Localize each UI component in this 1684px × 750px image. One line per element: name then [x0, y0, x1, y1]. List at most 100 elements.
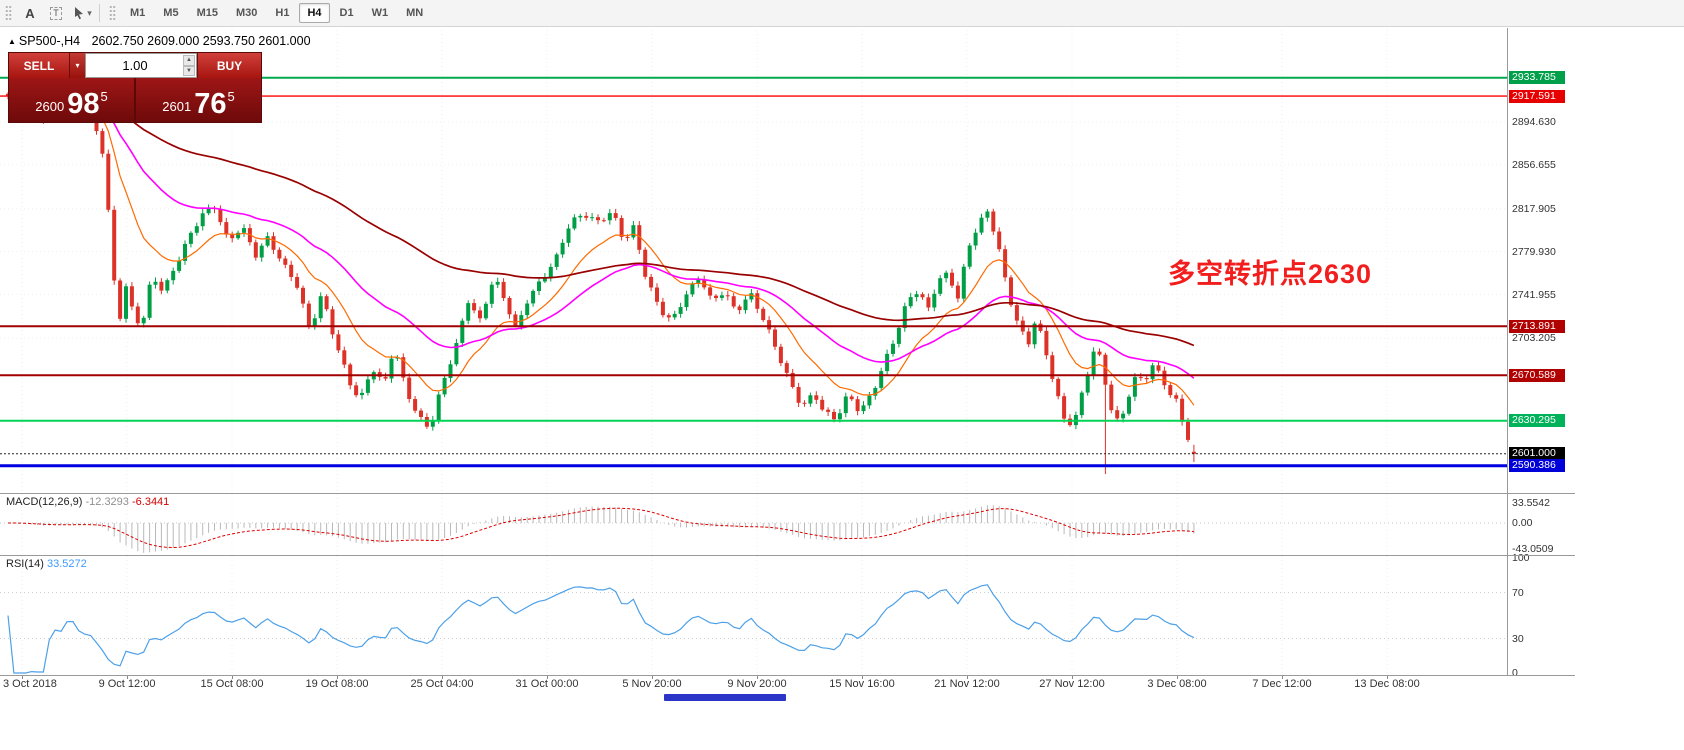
macd-name: MACD(12,26,9)	[6, 496, 83, 508]
macd-axis-tick: 0.00	[1512, 517, 1533, 529]
time-axis-tick	[1177, 675, 1178, 679]
time-axis-tick	[1387, 675, 1388, 679]
ma-fast-line	[7, 95, 1195, 406]
time-axis-tick	[337, 675, 338, 679]
one-click-trade-panel: SELL ▾ ▲ ▼ BUY 2600 98 5	[8, 52, 262, 123]
time-axis-label: 3 Oct 2018	[3, 678, 57, 690]
timeframe-button-h1[interactable]: H1	[275, 7, 290, 19]
chart-symbol-header: ▲ SP500-,H4 2602.750 2609.000 2593.750 26…	[8, 34, 311, 48]
time-axis-tick	[862, 675, 863, 679]
price-level-badge: 2630.295	[1509, 414, 1565, 427]
price-level-badge: 2670.589	[1509, 369, 1565, 382]
timeframe-button-mn[interactable]: MN	[406, 7, 424, 19]
toolbar-drag-handle[interactable]	[5, 5, 12, 21]
cursor-icon	[75, 7, 84, 20]
candlesticks	[6, 92, 1196, 475]
ma-slow-line	[7, 95, 1195, 347]
time-axis-tick	[757, 675, 758, 679]
time-axis-tick	[1282, 675, 1283, 679]
price-level-badge: 2917.591	[1509, 90, 1565, 103]
time-axis-tick	[22, 675, 23, 679]
rsi-chart[interactable]	[0, 556, 1507, 675]
time-axis-tick	[232, 675, 233, 679]
time-axis-label: 19 Oct 08:00	[305, 678, 369, 690]
time-axis-tick	[127, 675, 128, 679]
time-axis-tick	[442, 675, 443, 679]
timeframe-button-h4[interactable]: H4	[299, 3, 330, 23]
rsi-value: 33.5272	[46, 558, 87, 570]
price-axis-tick: 2817.905	[1512, 203, 1556, 215]
time-axis-label: 15 Oct 08:00	[200, 678, 264, 690]
volume-decrease-button[interactable]: ▼	[183, 65, 195, 76]
chevron-down-icon: ▾	[87, 7, 92, 18]
time-axis-label: 9 Oct 12:00	[98, 678, 156, 690]
macd-axis-tick: 33.5542	[1512, 497, 1550, 509]
timeframe-button-m1[interactable]: M1	[130, 7, 146, 19]
time-axis-label: 15 Nov 16:00	[829, 678, 895, 690]
time-axis-label: 3 Dec 08:00	[1147, 678, 1207, 690]
price-level-badge: 2933.785	[1509, 71, 1565, 84]
price-axis-tick: 2779.930	[1512, 246, 1556, 258]
time-axis-separator	[0, 675, 1575, 676]
timeframe-button-m15[interactable]: M15	[196, 7, 218, 19]
price-level-badge: 2713.891	[1509, 320, 1565, 333]
timeframe-drag-handle[interactable]	[109, 5, 116, 21]
ohlc-values: 2602.750 2609.000 2593.750 2601.000	[91, 34, 311, 48]
sell-price-sup: 5	[100, 89, 108, 104]
volume-dropdown-button[interactable]: ▾	[70, 53, 85, 78]
macd-main-value: -12.3293	[85, 496, 129, 508]
rsi-axis-tick: 30	[1512, 633, 1524, 645]
timeframe-button-w1[interactable]: W1	[371, 7, 389, 19]
buy-price-prefix: 2601	[162, 99, 192, 114]
macd-axis-tick: -43.0509	[1512, 543, 1554, 555]
price-axis-tick: 2741.955	[1512, 289, 1556, 301]
macd-chart[interactable]	[0, 494, 1507, 555]
expand-icon[interactable]: ▲	[8, 37, 16, 46]
sell-price-button[interactable]: 2600 98 5	[9, 78, 134, 122]
timeframe-button-m5[interactable]: M5	[163, 7, 179, 19]
label-tool-button[interactable]: A	[18, 2, 42, 24]
time-axis-label: 21 Nov 12:00	[934, 678, 1000, 690]
ma-medium-line	[7, 95, 1195, 379]
price-axis-tick: 2703.205	[1512, 332, 1556, 344]
time-axis-label: 25 Oct 04:00	[410, 678, 474, 690]
pointer-tool-button[interactable]: ▾	[70, 2, 94, 24]
sell-price-big: 98	[67, 88, 100, 120]
text-box-icon: T	[50, 6, 62, 20]
buy-button[interactable]: BUY	[197, 53, 261, 78]
time-axis-tick	[547, 675, 548, 679]
rsi-label: RSI(14) 33.5272	[6, 558, 87, 570]
macd-signal-value: -6.3441	[131, 496, 170, 508]
buy-price-big: 76	[194, 88, 227, 120]
volume-increase-button[interactable]: ▲	[183, 55, 195, 66]
price-level-badge: 2590.386	[1509, 459, 1565, 472]
rsi-axis-tick: 100	[1512, 552, 1530, 564]
price-axis-separator	[1507, 28, 1508, 675]
rsi-panel-separator[interactable]	[0, 555, 1575, 556]
h-scrollbar-thumb[interactable]	[664, 694, 786, 701]
toolbar-separator	[99, 4, 100, 22]
volume-input[interactable]	[86, 54, 196, 77]
macd-label: MACD(12,26,9) -12.3293 -6.3441	[6, 496, 169, 508]
price-axis-tick: 2856.655	[1512, 159, 1556, 171]
toolbar: A T ▾ M1 M5 M15 M30 H1 H4 D1 W1 MN	[0, 0, 1684, 27]
text-label-icon: A	[25, 5, 35, 21]
time-axis-label: 13 Dec 08:00	[1354, 678, 1420, 690]
rsi-name: RSI(14)	[6, 558, 44, 570]
chart-annotation: 多空转折点2630	[1168, 259, 1373, 289]
price-level-badge: 2601.000	[1509, 447, 1565, 460]
buy-price-sup: 5	[227, 89, 235, 104]
timeframe-group: M1 M5 M15 M30 H1 H4 D1 W1 MN	[121, 3, 432, 23]
timeframe-button-d1[interactable]: D1	[339, 7, 354, 19]
rsi-axis-tick: 70	[1512, 587, 1524, 599]
time-axis-tick	[967, 675, 968, 679]
price-axis-tick: 2894.630	[1512, 116, 1556, 128]
buy-price-button[interactable]: 2601 76 5	[136, 78, 261, 122]
time-axis-label: 9 Nov 20:00	[727, 678, 787, 690]
sell-button[interactable]: SELL	[9, 53, 70, 78]
timeframe-button-m30[interactable]: M30	[235, 7, 258, 19]
text-tool-button[interactable]: T	[44, 2, 68, 24]
time-axis-label: 7 Dec 12:00	[1252, 678, 1312, 690]
macd-panel-separator[interactable]	[0, 493, 1575, 494]
